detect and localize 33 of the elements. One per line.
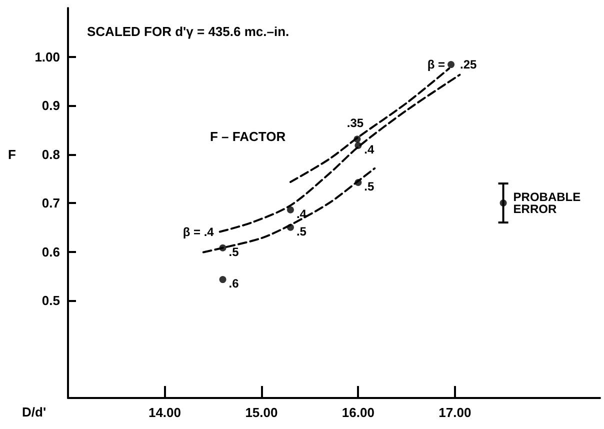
text: SCALED FOR d'γ = 435.6 mc.–in.	[87, 24, 290, 39]
y-tick-label: 0.9	[42, 98, 60, 113]
annotation: .5	[296, 224, 307, 238]
point	[219, 244, 226, 252]
annotation: PROBABLE ERROR	[513, 190, 584, 216]
point	[219, 276, 226, 284]
annotation: .35	[346, 116, 364, 130]
point	[500, 200, 507, 206]
point	[354, 136, 361, 143]
annotation: .6	[228, 276, 240, 291]
y-tick-label: 0.8	[42, 146, 60, 162]
point	[286, 206, 294, 214]
x-tick-label: 14.00	[148, 405, 181, 420]
annotation: .5	[228, 244, 240, 259]
annotation: .4	[364, 142, 375, 156]
y-tick-label: 0.7	[42, 196, 60, 210]
annotation: F – FACTOR	[210, 129, 286, 144]
y-tick-label: 1.00	[34, 49, 60, 64]
x-tick-label: 15.00	[245, 405, 278, 420]
point	[448, 61, 455, 68]
y-tick-label: 0.5	[42, 293, 60, 308]
x-axis-title: D/d'	[22, 404, 46, 420]
point	[354, 179, 362, 186]
annotation: β = .4	[182, 224, 214, 239]
point	[286, 224, 294, 231]
y-tick-label: 0.6	[42, 244, 60, 260]
annotation: .25	[460, 58, 478, 72]
annotation: .5	[364, 180, 375, 194]
x-tick-label: 17.00	[438, 405, 472, 420]
annotation: β =	[427, 58, 446, 72]
y-axis-title: F	[8, 146, 16, 162]
point	[354, 142, 362, 149]
x-tick-label: 16.00	[342, 405, 374, 420]
